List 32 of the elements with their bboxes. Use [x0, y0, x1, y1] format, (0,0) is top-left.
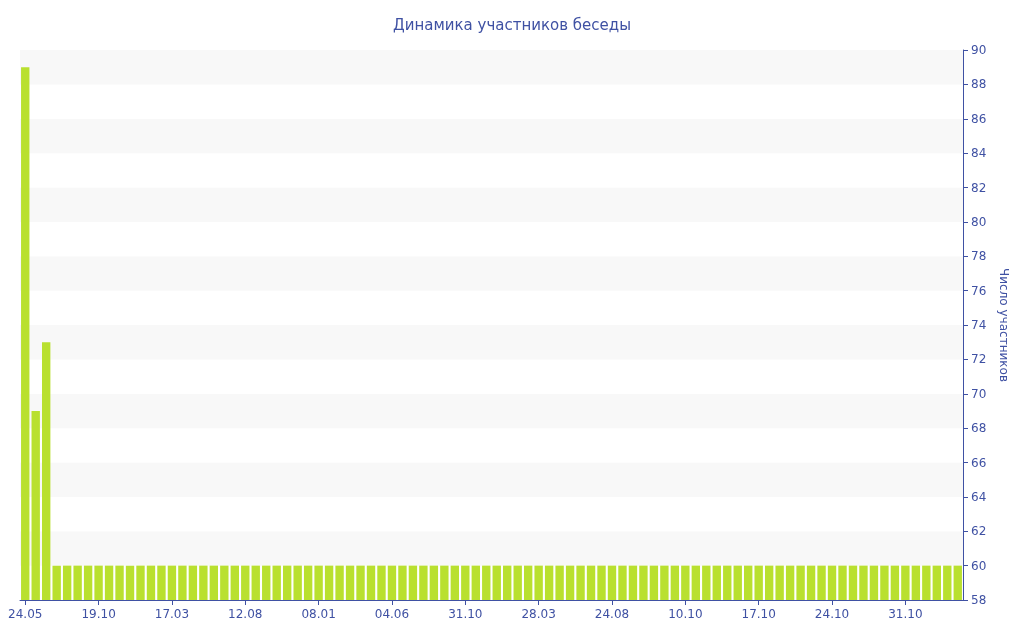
y2-tick-label: 64: [971, 489, 987, 504]
x-tick-label: 04.06: [374, 607, 410, 621]
y2-tick-label: 74: [971, 318, 987, 332]
y2-tick-label: 72: [971, 352, 987, 367]
x-tick-label: 24.05: [8, 607, 43, 621]
y2-axis-title: Число участников: [997, 268, 1011, 382]
y2-tick-label: 76: [971, 283, 987, 298]
x-tick-label: 31.10: [888, 607, 923, 621]
y2-tick-label: 80: [971, 214, 987, 229]
y2-tick-label: 60: [971, 558, 987, 573]
x-tick-label: 08.01: [301, 607, 336, 621]
y2-tick-label: 78: [971, 249, 987, 264]
x-tick-label: 28.03: [521, 607, 556, 621]
y2-tick-label: 82: [971, 180, 987, 195]
y2-tick-label: 84: [971, 146, 987, 161]
y2-tick-label: 88: [971, 77, 987, 92]
x-tick-label: 24.08: [594, 607, 630, 621]
y2-tick-label: 62: [971, 524, 987, 539]
y2-tick-label: 90: [971, 43, 987, 57]
y2-tick-label: 70: [971, 386, 987, 401]
x-tick-label: 10.10: [668, 607, 703, 621]
x-tick-label: 19.10: [81, 607, 116, 621]
y2-tick-label: 66: [971, 455, 987, 470]
x-tick-label: 17.10: [741, 607, 776, 621]
x-tick-label: 24.10: [814, 607, 850, 621]
y2-tick-label: 68: [971, 421, 987, 436]
y2-tick-label: 58: [971, 593, 987, 607]
y2-tick-label: 86: [971, 111, 987, 126]
x-tick-label: 17.03: [154, 607, 190, 621]
x-tick-label: 31.10: [448, 607, 483, 621]
x-tick-label: 12.08: [228, 607, 263, 621]
chart-title: Динамика участников беседы: [392, 15, 632, 34]
